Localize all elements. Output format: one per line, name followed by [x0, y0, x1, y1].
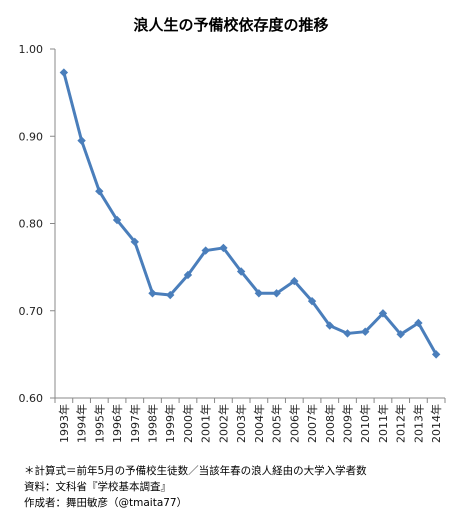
data-point	[130, 237, 139, 247]
data-point	[95, 187, 104, 196]
x-tick-label: 2006年	[287, 404, 301, 443]
line-chart: 浪人生の予備校依存度の推移 0.60 0.70 0.80 0.90 1.00 1993年…	[19, 16, 446, 443]
x-tick-label: 1999年	[163, 404, 177, 443]
y-tick-label: 0.90	[19, 130, 44, 143]
data-point	[59, 68, 69, 77]
data-point	[219, 243, 228, 253]
x-tick-label: 2010年	[358, 404, 372, 443]
chart-axes	[50, 48, 446, 403]
data-point	[290, 276, 299, 286]
x-tick-label: 2007年	[305, 404, 319, 443]
data-point	[414, 318, 423, 328]
data-point	[166, 290, 175, 300]
series-1	[59, 68, 441, 359]
data-point	[361, 327, 370, 336]
x-tick-label: 2014年	[429, 404, 443, 443]
x-tick-label: 2003年	[234, 404, 248, 443]
data-point	[148, 289, 157, 298]
x-tick-labels: 1993年 1994年 1995年 1996年 1997年 1998年 1999年 2000年…	[57, 404, 443, 443]
chart-title: 浪人生の予備校依存度の推移	[133, 16, 328, 34]
x-tick-label: 2002年	[216, 404, 230, 443]
data-point	[236, 267, 246, 276]
x-tick-label: 1994年	[75, 404, 89, 443]
x-tick-label: 1993年	[57, 404, 71, 443]
source-note: 資料：文科省『学校基本調査』	[24, 481, 171, 493]
x-tick-label: 2000年	[181, 404, 195, 443]
x-tick-label: 2004年	[252, 404, 266, 443]
x-tick-label: 1996年	[110, 404, 124, 443]
data-point	[254, 289, 264, 298]
series-line	[62, 72, 438, 356]
data-point	[201, 246, 210, 255]
y-tick-label: 1.00	[19, 43, 44, 56]
author-note: 作成者：舞田敏彦（@tmaita77）	[24, 497, 188, 509]
y-tick-label: 0.70	[19, 305, 44, 318]
x-tick-label: 1995年	[92, 404, 106, 443]
data-point	[307, 296, 317, 306]
data-point	[272, 289, 281, 298]
y-tick-label: 0.80	[19, 218, 44, 231]
data-point	[396, 330, 405, 339]
y-tick-label: 0.60	[19, 392, 44, 405]
x-tick-label: 2011年	[376, 404, 390, 443]
x-tick-label: 2013年	[411, 404, 425, 443]
chart-notes: ＊計算式＝前年5月の予備校生徒数／当該年春の浪人経由の大学入学者数 資料：文科省…	[24, 463, 459, 511]
x-tick-label: 2008年	[323, 404, 337, 443]
data-point	[431, 350, 441, 359]
x-tick-label: 2001年	[199, 404, 213, 443]
data-point	[77, 136, 86, 145]
x-tick-label: 1998年	[146, 404, 160, 443]
data-point	[378, 309, 388, 318]
x-tick-label: 1997年	[128, 404, 142, 443]
x-tick-label: 2005年	[270, 404, 284, 443]
data-point	[325, 321, 334, 330]
formula-note: ＊計算式＝前年5月の予備校生徒数／当該年春の浪人経由の大学入学者数	[24, 465, 367, 477]
data-point	[112, 215, 122, 225]
data-point	[183, 270, 193, 280]
y-tick-labels: 0.60 0.70 0.80 0.90 1.00	[19, 43, 44, 405]
x-tick-label: 2012年	[394, 404, 408, 443]
x-tick-label: 2009年	[341, 404, 355, 443]
data-point	[343, 329, 352, 338]
